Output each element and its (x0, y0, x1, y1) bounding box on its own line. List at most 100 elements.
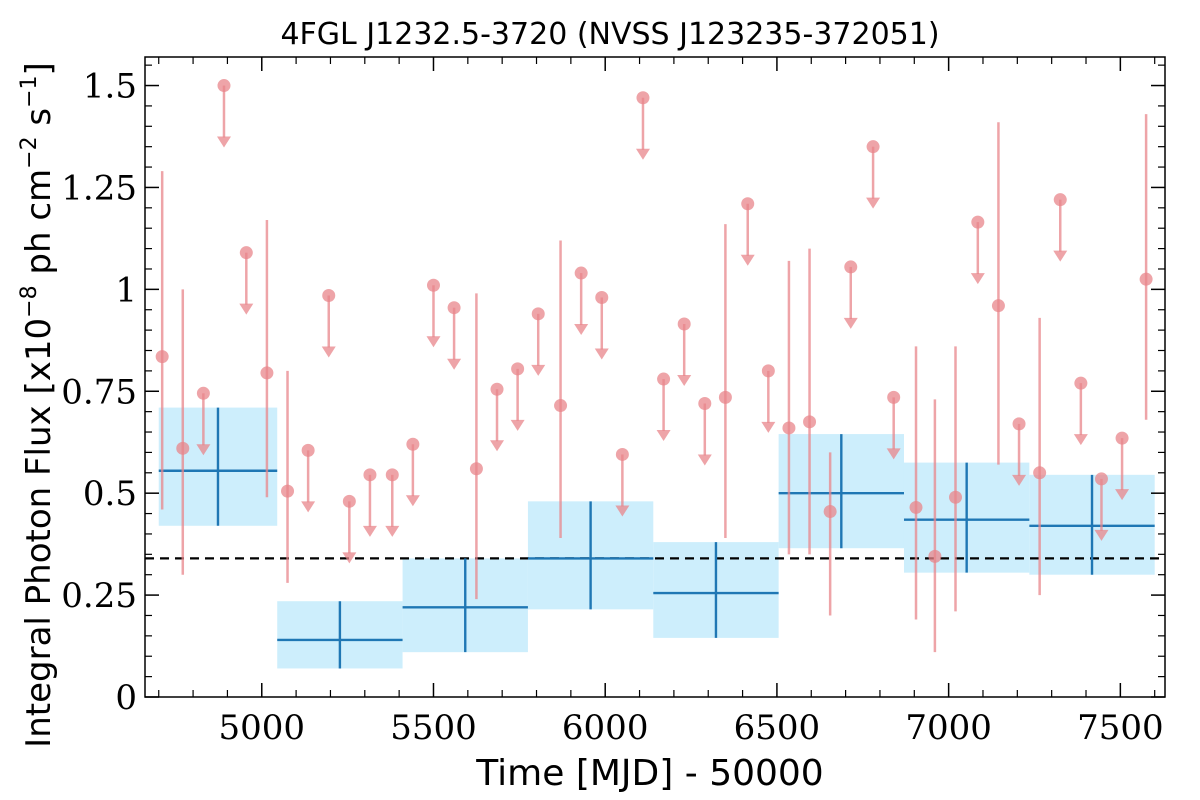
y-tick-label: 1 (115, 270, 137, 310)
upper-limit-arrowhead (490, 440, 505, 452)
upper-limit-point (406, 437, 420, 451)
upper-limit-point (636, 91, 650, 105)
upper-limit-arrowhead (385, 525, 400, 537)
y-axis-label-mid: ph cm (19, 169, 59, 286)
y-axis-label: Integral Photon Flux [x10−8 ph cm−2 s−1] (17, 62, 59, 748)
x-tick-label: 5500 (390, 708, 477, 748)
upper-limit-arrowhead (216, 136, 231, 148)
upper-limit-point (741, 197, 755, 211)
upper-limit-point (1012, 417, 1026, 431)
y-axis-label-exp2: −2 (17, 136, 42, 168)
monthly-point (909, 500, 923, 514)
plot-area (145, 79, 1165, 669)
upper-limit-arrowhead (405, 495, 420, 507)
monthly-point (991, 299, 1005, 313)
upper-limit-arrowhead (510, 419, 525, 431)
upper-limit-arrowhead (531, 364, 546, 376)
y-axis-label-main: Integral Photon Flux [x10 (19, 318, 59, 748)
upper-limit-arrowhead (342, 552, 357, 564)
upper-limit-arrowhead (677, 375, 692, 387)
upper-limit-arrowhead (301, 501, 316, 513)
upper-limit-arrowhead (362, 525, 377, 537)
upper-limit-arrowhead (886, 448, 901, 460)
monthly-point (260, 366, 274, 380)
upper-limit-point (490, 382, 504, 396)
x-axis-label: Time [MJD] - 50000 (475, 753, 823, 794)
upper-limit-arrowhead (1012, 474, 1027, 486)
x-tick-label: 7500 (1077, 708, 1164, 748)
upper-limit-arrowhead (1115, 489, 1130, 501)
upper-limit-arrowhead (843, 317, 858, 329)
upper-limit-point (1074, 376, 1088, 390)
upper-limit-point (844, 260, 858, 274)
upper-limit-point (511, 362, 525, 376)
upper-limit-point (657, 372, 671, 386)
upper-limit-arrowhead (239, 303, 254, 315)
upper-limit-arrowhead (447, 358, 462, 370)
monthly-point (803, 415, 817, 429)
monthly-point (554, 399, 568, 413)
upper-limit-point (322, 288, 336, 302)
y-axis-label-exp1: −8 (17, 285, 42, 317)
upper-limit-arrowhead (1073, 434, 1088, 446)
upper-limit-point (531, 307, 545, 321)
upper-limit-point (595, 291, 609, 305)
upper-limit-point (196, 386, 210, 400)
y-axis-label-exp3: −1 (17, 75, 42, 107)
monthly-point (823, 505, 837, 519)
upper-limit-point (426, 278, 440, 292)
monthly-point (155, 350, 169, 364)
upper-limit-point (1094, 472, 1108, 486)
upper-limit-arrowhead (321, 346, 336, 358)
upper-limit-point (1115, 431, 1129, 445)
y-tick-label: 0.5 (83, 474, 137, 514)
monthly-point (469, 462, 483, 476)
upper-limit-arrowhead (740, 254, 755, 266)
upper-limit-arrowhead (1053, 250, 1068, 262)
upper-limit-arrowhead (615, 505, 630, 517)
y-tick-label: 0.25 (61, 576, 137, 616)
x-tick-label: 6000 (562, 708, 649, 748)
y-axis-label-end: ] (19, 62, 59, 75)
upper-limit-point (887, 390, 901, 404)
upper-limit-point (698, 396, 712, 410)
upper-limit-arrowhead (656, 430, 671, 442)
upper-limit-point (239, 246, 253, 260)
axis-ticks: 5000 5500 6000 6500 7000 7500 0 0.25 0.5 0.75 1 1.2… (61, 57, 1165, 748)
upper-limit-arrowhead (594, 348, 609, 360)
monthly-point (1033, 466, 1047, 480)
monthly-point (949, 490, 963, 504)
chart-title: 4FGL J1232.5-3720 (NVSS J123235-372051) (280, 17, 939, 52)
monthly-point (782, 421, 796, 435)
upper-limit-arrowhead (426, 336, 441, 348)
upper-limit-arrowhead (761, 421, 776, 433)
monthly-point (176, 441, 190, 455)
upper-limit-arrowhead (697, 454, 712, 466)
y-tick-label: 1.5 (83, 67, 137, 107)
plot-frame (144, 56, 1166, 698)
upper-limit-point (1053, 193, 1067, 207)
upper-limit-point (574, 266, 588, 280)
y-tick-label: 0 (115, 678, 137, 718)
upper-limit-arrowhead (970, 273, 985, 285)
upper-limit-point (217, 79, 231, 93)
y-tick-label: 1.25 (61, 168, 137, 208)
upper-limit-arrowhead (866, 197, 881, 209)
upper-limit-point (971, 215, 985, 229)
upper-limit-point (615, 447, 629, 461)
y-axis-label-s: s (19, 108, 59, 137)
upper-limit-point (363, 468, 377, 482)
monthly-point (281, 484, 295, 498)
x-tick-label: 6500 (734, 708, 821, 748)
upper-limit-point (677, 317, 691, 331)
upper-limit-arrowhead (1094, 529, 1109, 541)
upper-limit-point (866, 140, 880, 154)
upper-limit-point (342, 494, 356, 508)
monthly-point (1139, 272, 1153, 286)
y-tick-label: 0.75 (61, 372, 137, 412)
upper-limit-point (447, 301, 461, 315)
x-tick-label: 5000 (219, 708, 306, 748)
upper-limit-arrowhead (635, 148, 650, 160)
upper-limit-point (761, 364, 775, 378)
